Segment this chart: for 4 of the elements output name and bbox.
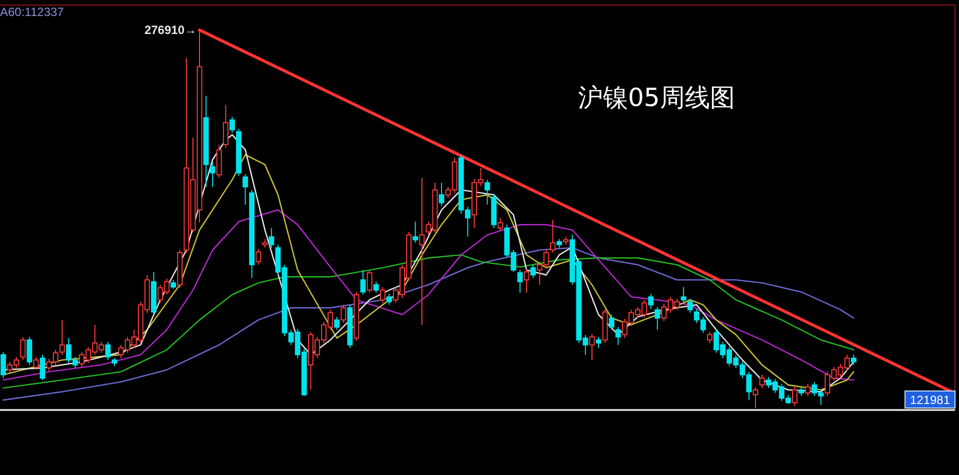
annotation: 121981	[910, 393, 950, 407]
text: A60:112337	[0, 5, 64, 19]
text: 沪镍05周线图	[578, 83, 735, 112]
annotation: 276910→	[144, 23, 197, 37]
